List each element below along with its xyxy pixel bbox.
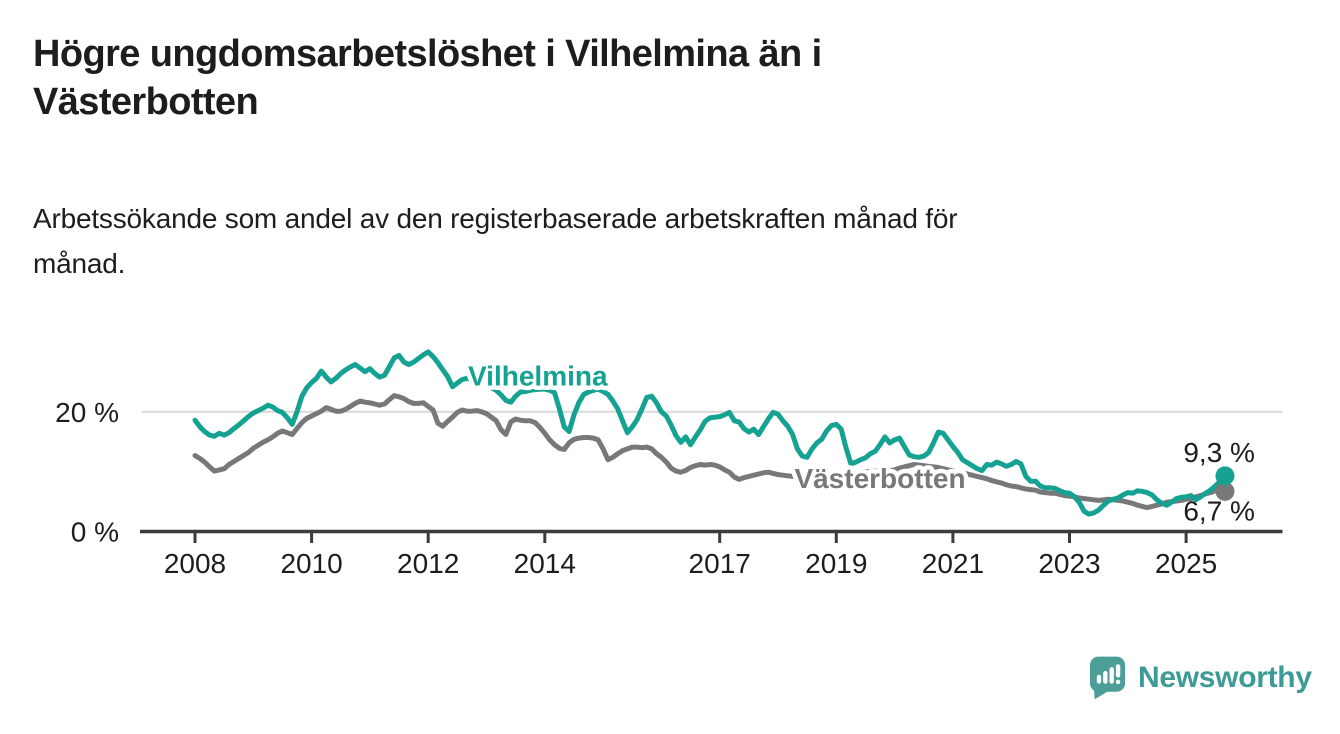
series-label-vilhelmina: Vilhelmina <box>468 360 608 391</box>
series-end-dot-vilhelmina <box>1215 466 1235 486</box>
newsworthy-bar-chart-bubble-icon <box>1089 656 1126 700</box>
series-line-västerbotten <box>192 393 1228 511</box>
x-tick-label: 2019 <box>805 548 867 579</box>
series-label-västerbotten: Västerbotten <box>794 463 965 494</box>
chart-subtitle-line2: månad. <box>33 248 126 279</box>
x-tick-label: 2021 <box>922 548 984 579</box>
newsworthy-logo: Newsworthy <box>1089 655 1312 701</box>
end-value-label: 9,3 % <box>1183 437 1255 468</box>
series-end-dot-västerbotten <box>1215 481 1235 501</box>
x-tick-label: 2023 <box>1038 548 1100 579</box>
chart-title-line1: Högre ungdomsarbetslöshet i Vilhelmina ä… <box>33 33 822 75</box>
series-line-vilhelmina <box>192 349 1228 517</box>
x-tick-label: 2008 <box>164 548 226 579</box>
y-tick-label: 0 % <box>71 517 119 548</box>
chart-subtitle: Arbetssökande som andel av den registerb… <box>33 196 1233 286</box>
chart-title: Högre ungdomsarbetslöshet i Vilhelmina ä… <box>33 30 1113 126</box>
x-tick-label: 2010 <box>280 548 342 579</box>
x-tick-label: 2017 <box>689 548 751 579</box>
newsworthy-logo-text: Newsworthy <box>1138 661 1312 694</box>
x-tick-label: 2012 <box>397 548 459 579</box>
end-value-label: 6,7 % <box>1183 495 1255 526</box>
chart-subtitle-line1: Arbetssökande som andel av den registerb… <box>33 203 958 234</box>
chart-title-line2: Västerbotten <box>33 81 259 123</box>
x-tick-label: 2014 <box>514 548 576 579</box>
x-tick-label: 2025 <box>1155 548 1217 579</box>
y-tick-label: 20 % <box>55 397 119 428</box>
